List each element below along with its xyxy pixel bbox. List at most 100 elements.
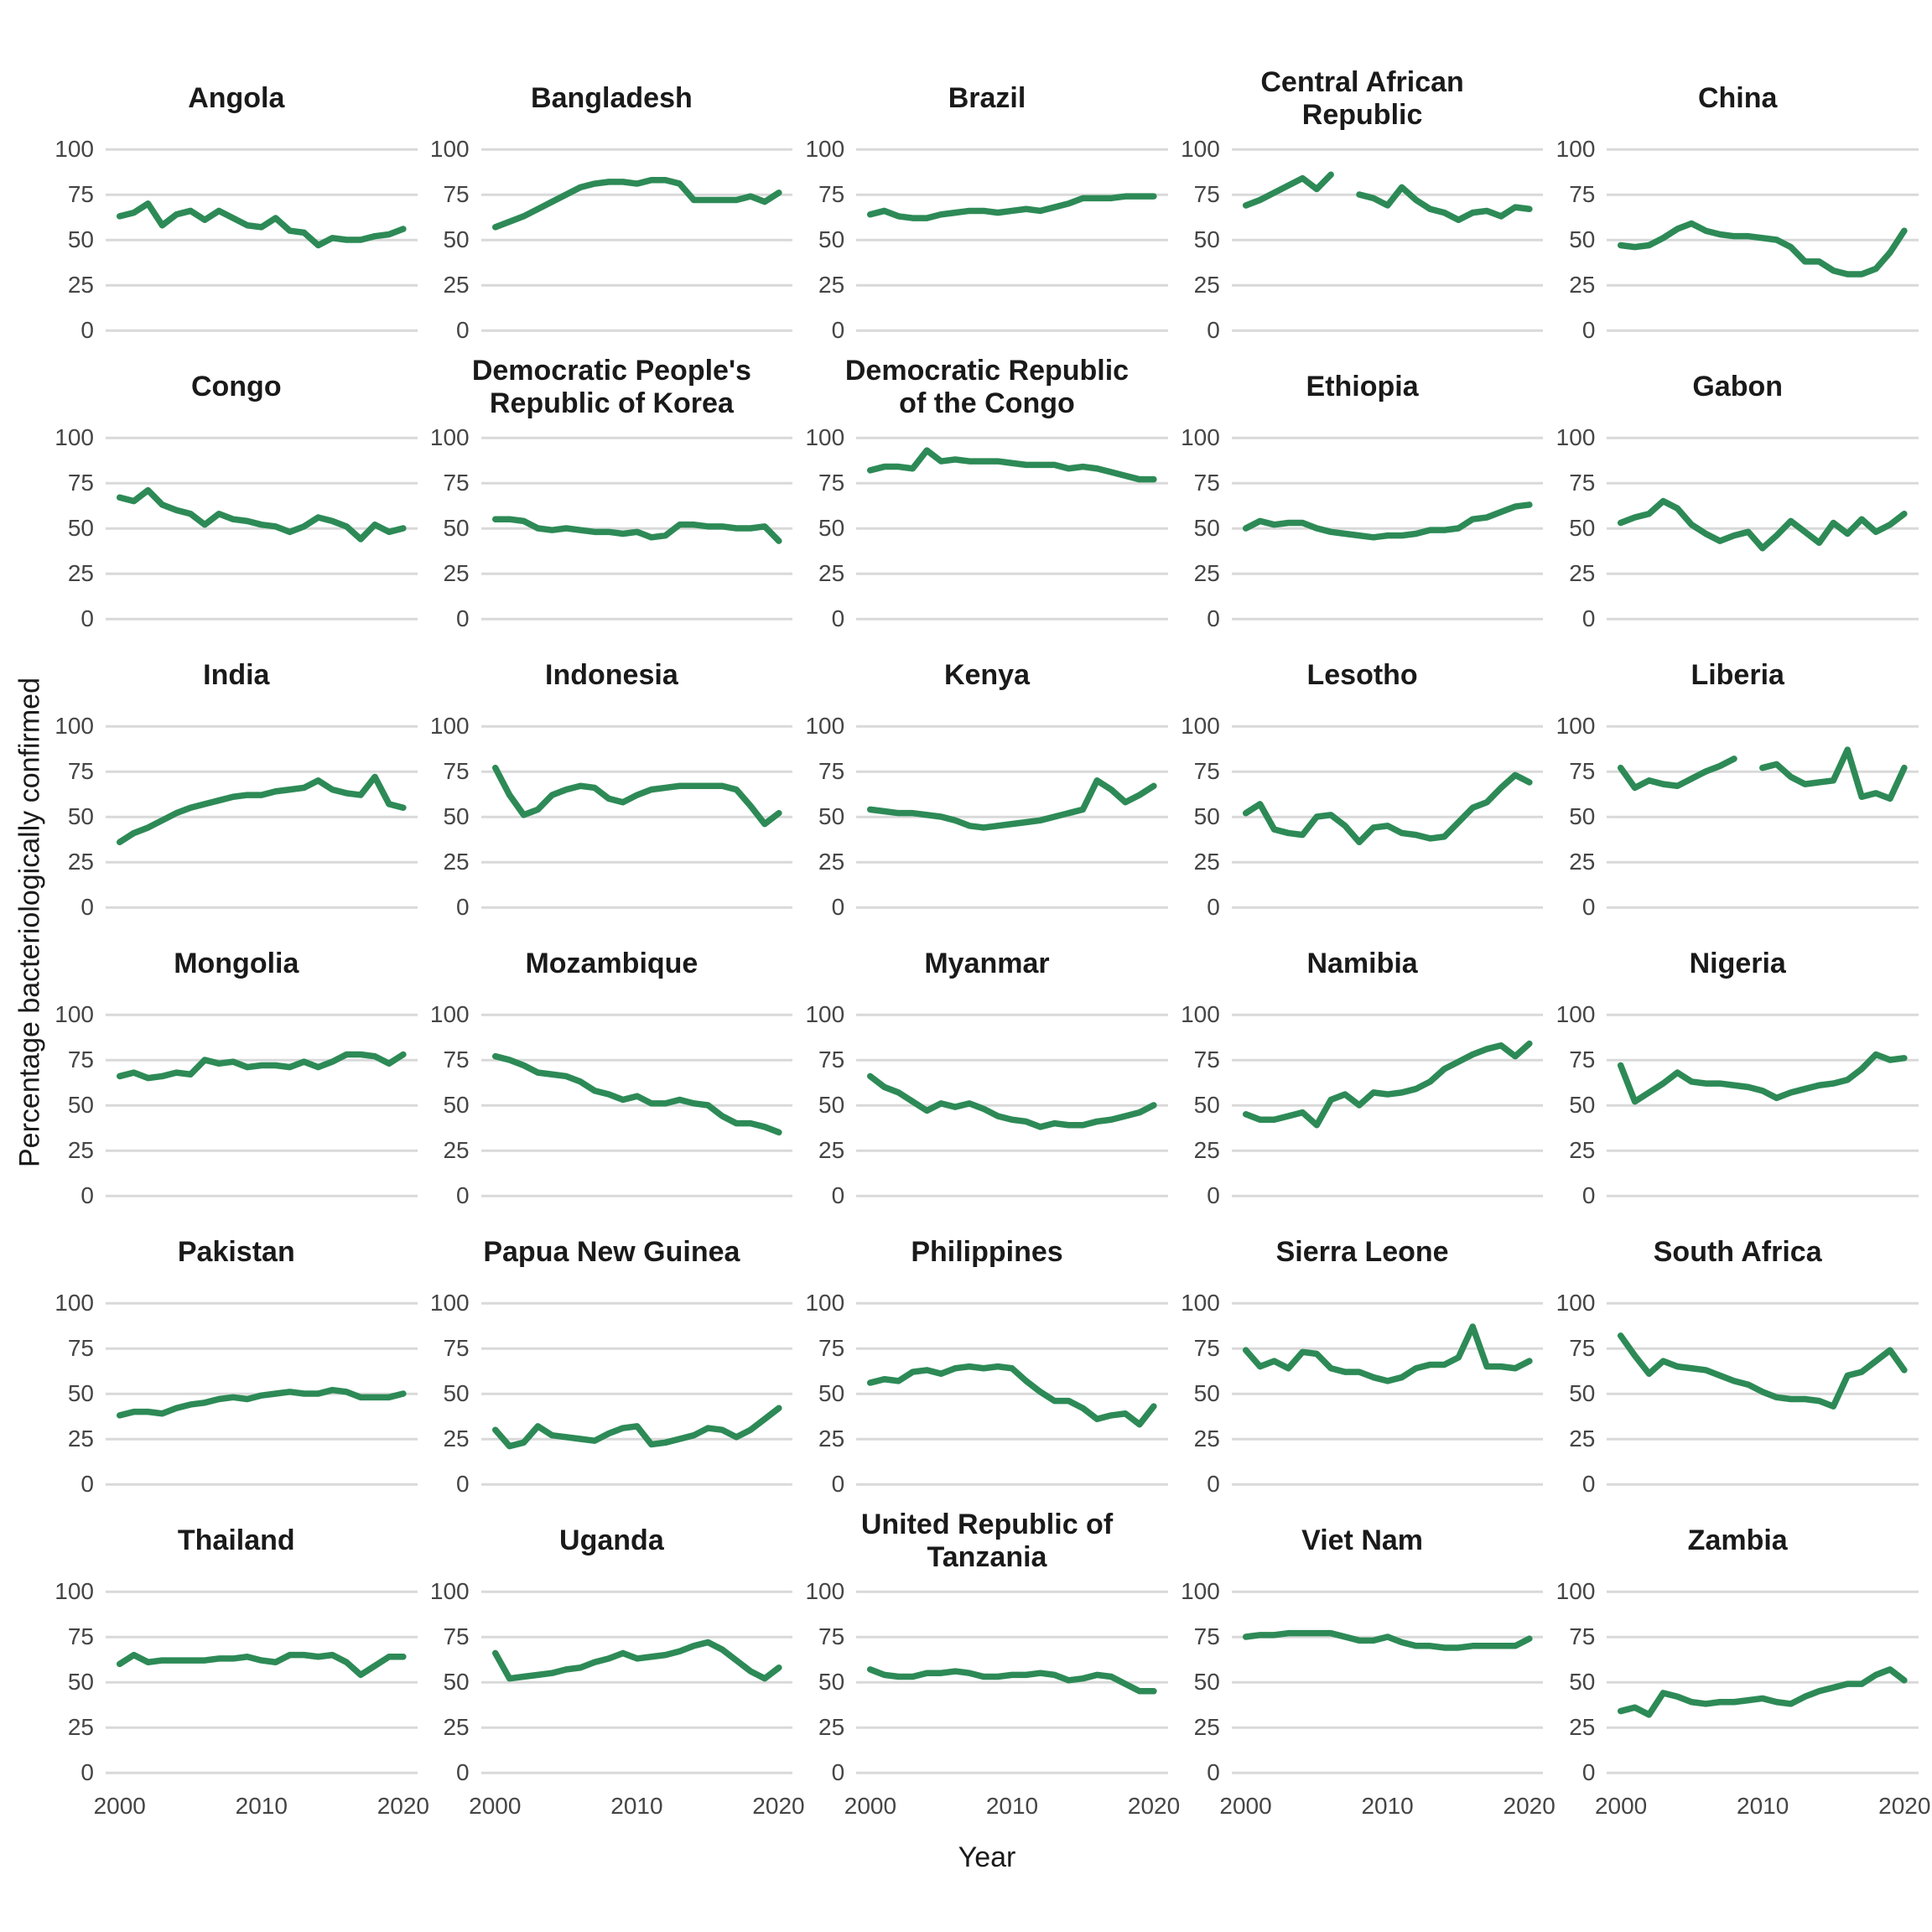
y-tick-label: 75 [818,758,845,784]
y-axis-ticks: 100 75 50 25 0 [430,1001,481,1208]
facet-title: South Africa [1653,1236,1822,1269]
gridline [480,1483,793,1486]
y-tick-label: 50 [1193,1092,1220,1118]
gridline [1231,572,1544,575]
facet-title: Namibia [1306,948,1418,980]
facet-plot-row: 100 75 50 25 0 [430,713,793,920]
y-tick-label: 25 [1569,1426,1596,1452]
gridline [856,770,1168,773]
line-series [106,428,418,629]
gridline [856,1347,1168,1350]
y-tick-label: 100 [1555,1001,1596,1027]
facet-plot-row: 100 75 50 25 0 [1181,424,1544,631]
gridline [1607,436,1919,439]
gridline [106,860,418,864]
facet-panel: Papua New Guinea 100 75 50 25 0 [429,1213,793,1497]
facet-title: Democratic Republic of the Congo [844,354,1130,419]
panel [1607,1293,1919,1494]
y-tick-label: 100 [429,1290,470,1316]
y-tick-label: 100 [805,1578,845,1604]
y-tick-label: 25 [1569,560,1596,586]
y-tick-label: 100 [805,136,845,162]
x-tick-label: 2020 [1503,1793,1555,1819]
data-line [1621,224,1904,274]
gridline [1231,1058,1544,1062]
gridline [1607,1149,1919,1152]
y-tick-label: 25 [67,849,94,875]
y-tick-label: 100 [805,424,845,450]
x-tick-label: 2000 [93,1793,146,1819]
gridline [856,860,1168,864]
line-series [1232,139,1544,340]
facet-title: United Republic of Tanzania [860,1508,1114,1573]
y-tick-label: 75 [1193,181,1220,207]
gridline [480,1726,793,1729]
gridline [856,527,1168,530]
y-tick-label: 0 [831,1759,845,1785]
gridline [1607,1483,1919,1486]
y-axis-ticks: 100 75 50 25 0 [1181,136,1232,343]
y-tick-label: 100 [429,1001,470,1027]
y-tick-label: 25 [1569,272,1596,298]
y-tick-label: 0 [831,894,845,920]
data-line [870,1076,1154,1126]
data-line [1246,1044,1530,1125]
x-axis-ticks: 2000 2010 2020 [94,1783,429,1825]
y-tick-label: 25 [67,1714,94,1740]
gridline [856,1149,1168,1152]
data-line [870,196,1154,218]
facet-panel: Mozambique 100 75 50 25 0 [430,924,793,1208]
line-series [106,1005,418,1206]
gridline [480,193,793,196]
gridline [1231,527,1544,530]
gridline [1231,1301,1544,1305]
gridline [106,1301,418,1305]
y-tick-label: 75 [443,1623,470,1649]
gridline [1607,1058,1919,1062]
gridline [1231,1680,1544,1684]
y-axis-ticks: 100 75 50 25 0 [55,1001,106,1208]
facet-plot-row: 100 75 50 25 0 [805,424,1168,631]
gridline [106,481,418,485]
data-line [495,1408,778,1446]
gridline [1607,283,1919,287]
y-tick-label: 50 [67,515,94,541]
line-series [856,1005,1168,1206]
gridline [480,1635,793,1639]
y-tick-label: 75 [1569,758,1596,784]
y-tick-label: 75 [1193,758,1220,784]
y-axis-ticks: 100 75 50 25 0 [1556,136,1607,343]
y-tick-label: 50 [1569,515,1596,541]
gridline [1231,193,1544,196]
line-series [1607,1581,1919,1783]
facet-title: Mongolia [174,948,299,980]
gridline [480,329,793,332]
y-tick-label: 50 [443,803,470,829]
facet-panel: Angola 100 75 50 25 0 [55,59,418,343]
gridline [1607,572,1919,575]
y-tick-label: 25 [818,1426,845,1452]
y-axis-ticks: 100 75 50 25 0 [1181,1578,1232,1785]
facet-title: Angola [188,82,285,115]
facet-panel: Thailand 100 75 50 25 0 2000 2010 2020 [55,1501,429,1825]
x-tick-label: 2020 [752,1793,805,1819]
gridline [1607,193,1919,196]
gridline [106,1483,418,1486]
panel [1607,139,1919,340]
gridline [856,238,1168,242]
y-axis-ticks: 100 75 50 25 0 [55,1290,106,1497]
gridline [856,1483,1168,1486]
y-tick-label: 0 [1581,1759,1596,1785]
facet-panel: Liberia 100 75 50 25 0 [1555,636,1919,920]
y-axis-ticks: 100 75 50 25 0 [805,424,856,631]
y-tick-label: 100 [1555,713,1596,739]
y-tick-label: 50 [443,226,470,252]
panel [856,139,1168,340]
line-series [1232,1581,1544,1783]
gridline [480,1437,793,1441]
facet-panel: China 100 75 50 25 0 [1556,59,1919,343]
data-line [870,450,1154,480]
y-tick-label: 100 [805,1290,845,1316]
y-tick-label: 0 [831,317,845,343]
gridline [480,1392,793,1395]
